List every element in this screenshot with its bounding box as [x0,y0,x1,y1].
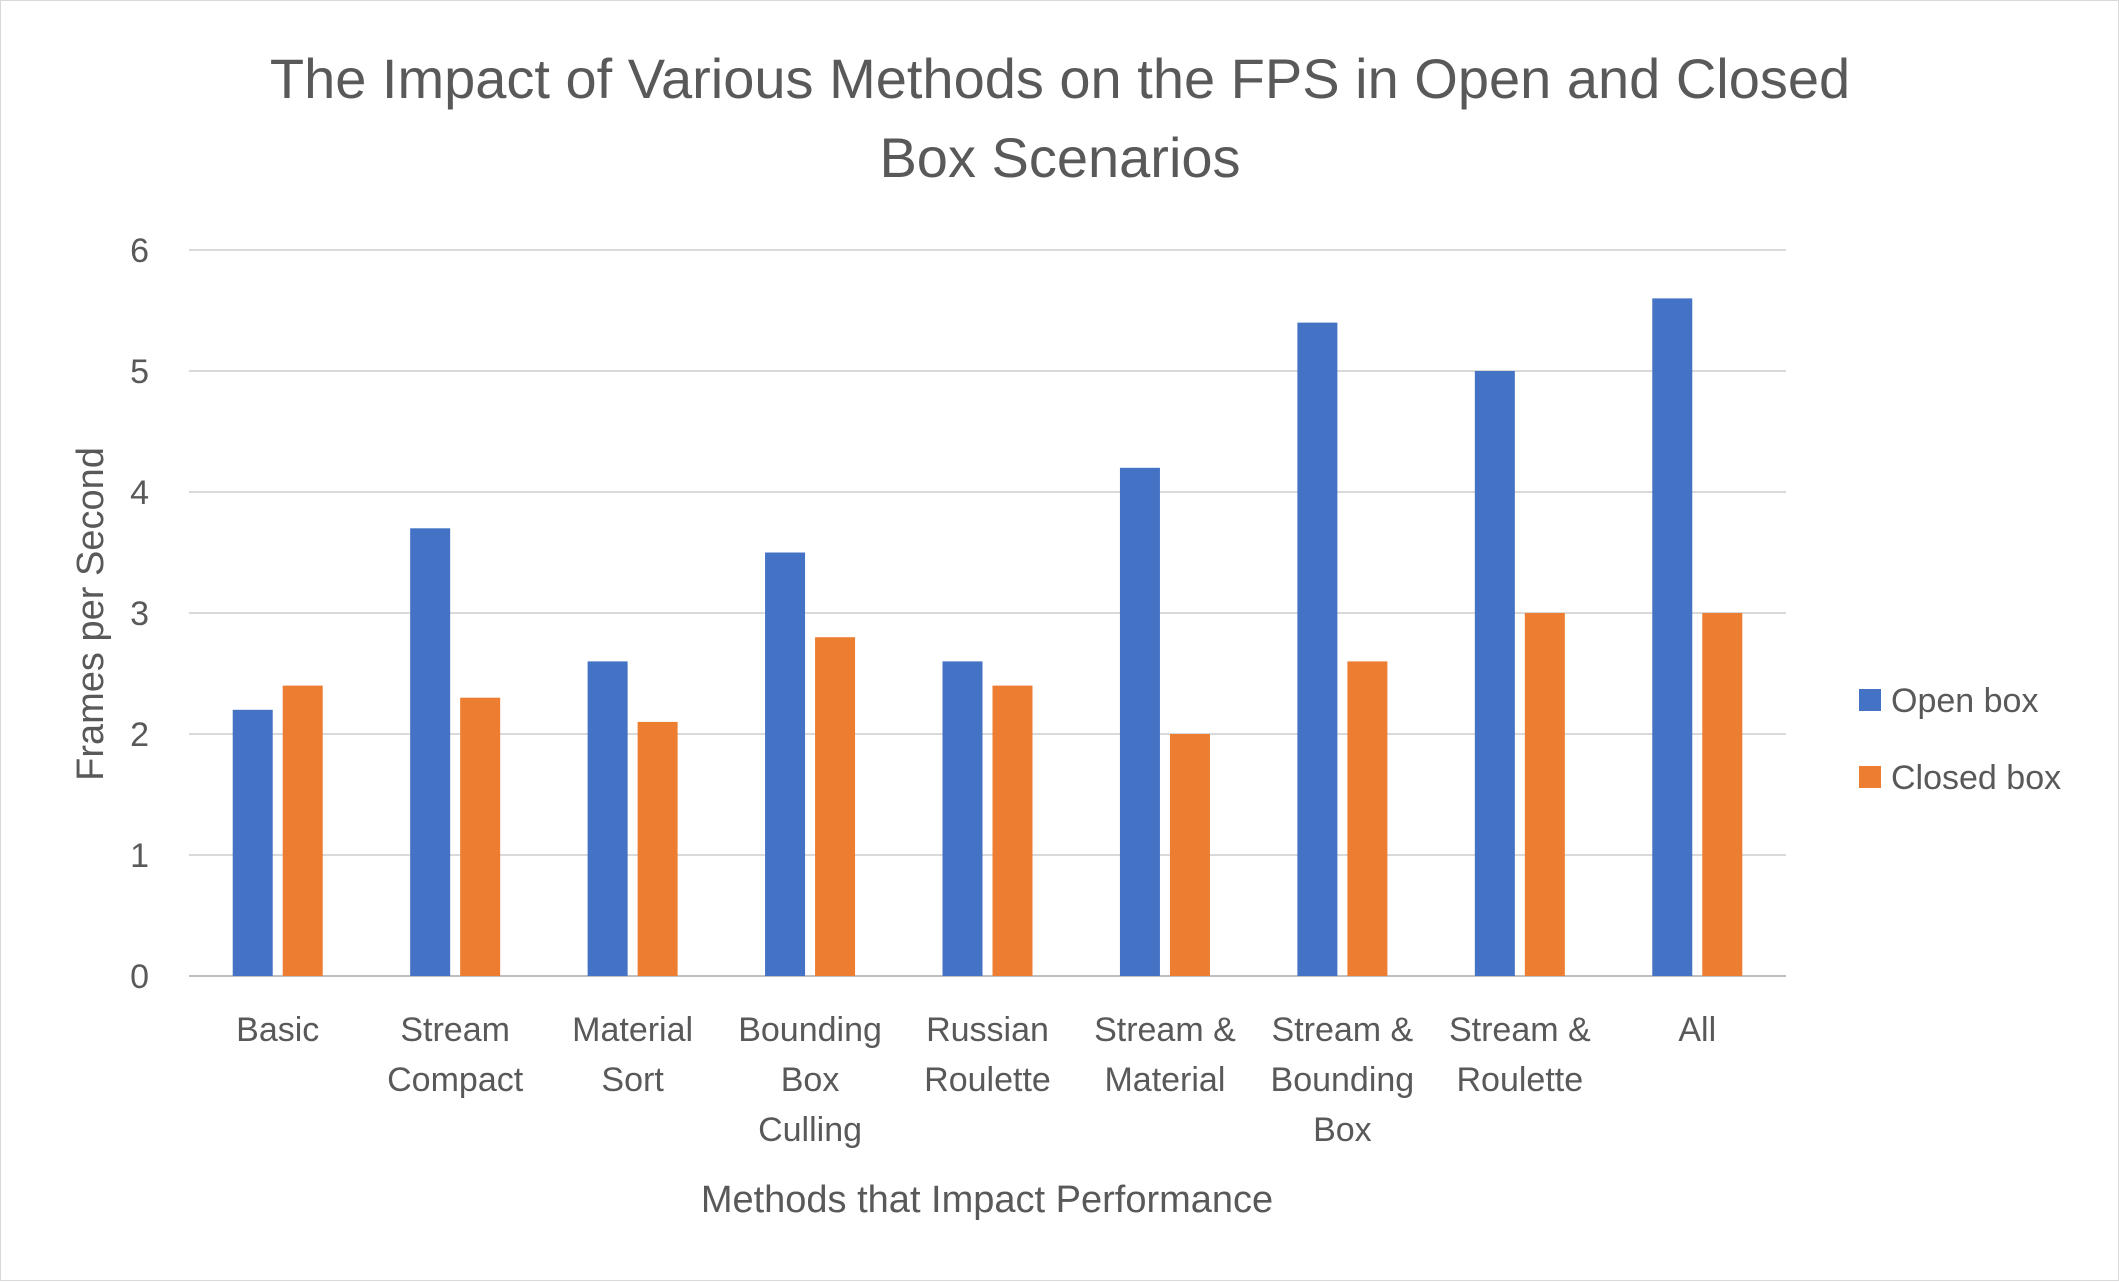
x-category-label: Material [572,1011,693,1049]
bar-open-box [1297,322,1338,977]
x-category-label: Stream & [1449,1011,1591,1049]
y-tick-label: 4 [130,474,149,512]
x-category-label: All [1678,1011,1716,1049]
x-category-label: Stream & [1272,1011,1414,1049]
x-category-label: Roulette [924,1061,1051,1099]
bar-open-box [232,709,273,976]
x-category-label: Basic [236,1011,319,1049]
x-category-label: Russian [926,1011,1049,1049]
y-tick-label: 0 [130,958,149,996]
y-tick-label: 5 [130,353,149,391]
bar-open-box [765,552,806,976]
bar-closed-box [282,685,323,976]
x-category-label: Sort [601,1061,664,1099]
x-category-label: Bounding [1271,1061,1415,1099]
x-category-label: Stream [400,1011,510,1049]
bar-closed-box [992,685,1033,976]
x-category-label: Culling [758,1111,862,1149]
gridlines [189,249,1786,977]
bar-closed-box [1169,734,1210,976]
bar-open-box [410,528,451,976]
y-tick-label: 6 [130,232,149,270]
chart-title-line: Box Scenarios [879,126,1240,189]
x-axis-categories: Basic Stream Compact Material Sort Bounding Bo… [236,1011,1716,1149]
bar-closed-box [1347,661,1388,976]
bar-open-box [587,661,628,976]
chart-title-line: The Impact of Various Methods on the FPS… [270,47,1850,110]
bar-closed-box [637,721,678,976]
bar-open-box [1474,371,1515,976]
bar-closed-box [460,697,501,976]
x-category-label: Stream & [1094,1011,1236,1049]
x-category-label: Bounding [738,1011,882,1049]
bars [232,298,1743,977]
legend: Open box Closed box [1859,682,2061,797]
y-axis-title: Frames per Second [70,447,112,781]
x-category-label: Material [1104,1061,1225,1099]
y-tick-label: 2 [130,716,149,754]
legend-swatch [1859,689,1881,711]
x-axis-title: Methods that Impact Performance [701,1179,1273,1221]
y-tick-label: 3 [130,595,149,633]
chart-title: The Impact of Various Methods on the FPS… [270,47,1850,189]
bar-open-box [942,661,983,976]
x-category-label: Box [781,1061,840,1099]
bar-closed-box [815,637,856,976]
bar-closed-box [1524,613,1565,976]
y-tick-label: 1 [130,837,149,875]
y-axis-ticks: 0 1 2 3 4 5 6 [130,232,149,996]
legend-label: Open box [1891,682,2038,720]
x-category-label: Roulette [1457,1061,1584,1099]
bar-closed-box [1702,613,1743,976]
legend-swatch [1859,766,1881,788]
x-category-label: Compact [387,1061,524,1099]
legend-label: Closed box [1891,759,2061,797]
bar-open-box [1652,298,1693,976]
bar-open-box [1119,467,1160,976]
x-category-label: Box [1313,1111,1372,1149]
